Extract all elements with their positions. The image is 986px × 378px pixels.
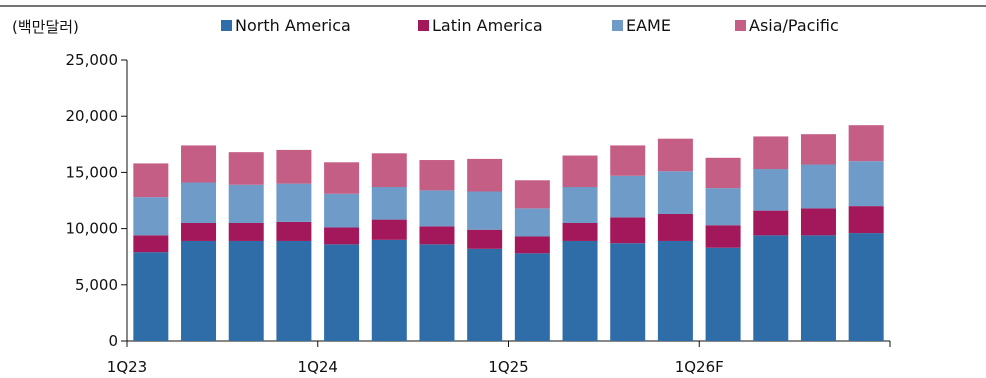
bar-segment-latin-america xyxy=(514,236,550,254)
bar-segment-asia-pacific xyxy=(514,180,550,209)
bar-segment-latin-america xyxy=(705,225,741,248)
bar-segment-eame xyxy=(800,164,836,209)
bar-segment-asia-pacific xyxy=(705,157,741,189)
bar-segment-north-america xyxy=(514,253,550,341)
bar-segment-north-america xyxy=(562,240,598,341)
bar-segment-eame xyxy=(467,191,503,230)
bar-segment-latin-america xyxy=(657,213,693,241)
bar-segment-asia-pacific xyxy=(133,163,169,198)
bar-segment-latin-america xyxy=(467,229,503,249)
bar-segment-north-america xyxy=(371,239,407,341)
bar-segment-latin-america xyxy=(276,221,312,241)
bar-segment-asia-pacific xyxy=(276,149,312,184)
bar-segment-latin-america xyxy=(133,235,169,253)
bar-segment-asia-pacific xyxy=(562,155,598,188)
bar-segment-north-america xyxy=(324,244,360,341)
bar-segment-asia-pacific xyxy=(324,162,360,194)
x-tick-label: 1Q24 xyxy=(298,358,338,376)
bar-segment-north-america xyxy=(467,248,503,341)
legend-label: Asia/Pacific xyxy=(749,16,839,35)
y-tick-label: 0 xyxy=(108,332,118,350)
bar-segment-north-america xyxy=(705,247,741,341)
bar-segment-eame xyxy=(181,182,217,223)
bar-segment-north-america xyxy=(848,233,884,341)
bar-segment-eame xyxy=(228,184,264,223)
bar-segment-latin-america xyxy=(371,219,407,240)
bar-segment-latin-america xyxy=(610,217,646,244)
legend-label: Latin America xyxy=(432,16,543,35)
bar-segment-latin-america xyxy=(562,222,598,241)
bar-segment-asia-pacific xyxy=(610,145,646,176)
bar-segment-eame xyxy=(133,197,169,236)
bar-segment-latin-america xyxy=(848,206,884,234)
x-tick-label: 1Q23 xyxy=(107,358,147,376)
bar-segment-eame xyxy=(705,188,741,226)
bar-segment-asia-pacific xyxy=(419,160,455,191)
unit-label: (백만달러) xyxy=(12,18,79,36)
bar-segment-eame xyxy=(276,183,312,222)
bar-segment-eame xyxy=(514,208,550,237)
bar-segment-asia-pacific xyxy=(371,153,407,188)
legend-label: EAME xyxy=(626,16,671,35)
y-tick-label: 25,000 xyxy=(66,51,119,69)
x-tick-label: 1Q25 xyxy=(488,358,528,376)
bar-segment-latin-america xyxy=(181,222,217,241)
y-tick-label: 15,000 xyxy=(66,163,119,181)
y-tick-label: 5,000 xyxy=(75,276,118,294)
bar-segment-latin-america xyxy=(753,210,789,236)
bar-segment-eame xyxy=(371,187,407,220)
bar-segment-eame xyxy=(562,187,598,223)
legend: North America Latin America EAME Asia/Pacif… xyxy=(221,16,839,35)
bar-segment-north-america xyxy=(419,244,455,341)
bar-segment-north-america xyxy=(181,240,217,341)
bar-segment-north-america xyxy=(133,252,169,341)
legend-label: North America xyxy=(235,16,351,35)
bar-segment-north-america xyxy=(276,240,312,341)
bars xyxy=(133,125,884,341)
bar-segment-eame xyxy=(848,161,884,207)
legend-swatch xyxy=(418,20,429,31)
x-tick-label: 1Q26F xyxy=(675,358,724,376)
y-tick-label: 10,000 xyxy=(66,220,119,238)
bar-segment-asia-pacific xyxy=(467,158,503,192)
bar-segment-eame xyxy=(753,169,789,211)
bar-segment-latin-america xyxy=(800,208,836,236)
bar-segment-eame xyxy=(419,190,455,227)
bar-segment-north-america xyxy=(610,243,646,341)
bar-segment-asia-pacific xyxy=(181,145,217,183)
bar-segment-asia-pacific xyxy=(657,138,693,172)
y-tick-label: 20,000 xyxy=(66,107,119,125)
bar-segment-asia-pacific xyxy=(753,136,789,170)
bar-segment-eame xyxy=(610,175,646,218)
bar-segment-asia-pacific xyxy=(228,152,264,185)
legend-swatch xyxy=(612,20,623,31)
legend-swatch xyxy=(221,20,232,31)
legend-swatch xyxy=(735,20,746,31)
bar-segment-eame xyxy=(324,193,360,228)
bar-segment-latin-america xyxy=(228,222,264,241)
bar-segment-latin-america xyxy=(324,227,360,245)
bar-segment-eame xyxy=(657,171,693,214)
bar-segment-north-america xyxy=(657,240,693,341)
bar-segment-north-america xyxy=(753,235,789,341)
bar-segment-asia-pacific xyxy=(800,134,836,165)
bar-segment-latin-america xyxy=(419,226,455,245)
bar-segment-asia-pacific xyxy=(848,125,884,162)
bar-segment-north-america xyxy=(228,240,264,341)
bar-segment-north-america xyxy=(800,235,836,341)
y-axis: 0 5,000 10,000 15,000 20,000 25,000 xyxy=(66,51,128,350)
x-axis: 1Q23 1Q24 1Q25 1Q26F xyxy=(107,340,891,376)
